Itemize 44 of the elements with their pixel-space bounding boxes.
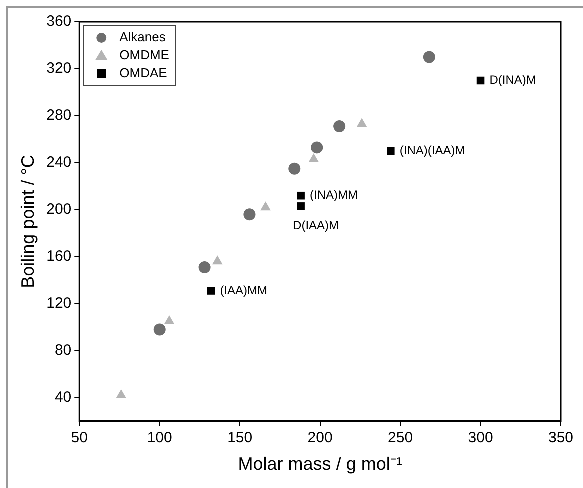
point (356, 118, 368, 128)
y-tick-label: 360 (46, 13, 72, 30)
point (207, 287, 216, 295)
legend-label: OMDAE (120, 66, 168, 81)
point (212, 256, 223, 265)
annotation: D(INA)M (490, 73, 536, 88)
annotation: (INA)MM (310, 188, 358, 202)
point (154, 324, 166, 336)
point (297, 202, 305, 210)
y-tick-label: 200 (46, 201, 72, 218)
y-tick-label: 160 (46, 248, 72, 266)
point (288, 162, 301, 175)
x-tick-label: 150 (228, 430, 253, 447)
y-tick-label: 240 (46, 154, 72, 172)
point (334, 120, 346, 133)
point (387, 147, 395, 156)
y-axis-title: Boiling point / °C (18, 155, 38, 288)
point (260, 202, 271, 211)
annotation: (INA)(IAA)M (400, 144, 466, 158)
point (116, 390, 127, 399)
point (244, 208, 256, 221)
x-axis-title: Molar mass / g mol⁻¹ (238, 454, 402, 474)
x-tick-label: 300 (468, 430, 494, 447)
point (423, 51, 436, 64)
x-tick-label: 200 (308, 430, 333, 447)
point (308, 153, 320, 162)
annotation: (IAA)MM (220, 283, 268, 298)
x-tick-label: 250 (388, 430, 414, 447)
annotation: D(IAA)M (293, 218, 340, 233)
y-tick-label: 120 (46, 295, 72, 312)
point (476, 76, 485, 85)
y-tick-label: 80 (54, 342, 72, 360)
y-tick-label: 40 (54, 389, 72, 406)
point (311, 142, 324, 154)
x-tick-label: 100 (147, 430, 172, 447)
legend-label: Alkanes (120, 30, 166, 45)
point (297, 192, 305, 200)
point (198, 262, 211, 274)
point (164, 316, 175, 325)
x-tick-label: 50 (71, 430, 88, 447)
legend-label: OMDME (120, 48, 170, 63)
x-tick-label: 350 (548, 430, 574, 447)
y-tick-label: 280 (46, 107, 72, 124)
y-tick-label: 320 (46, 60, 72, 78)
